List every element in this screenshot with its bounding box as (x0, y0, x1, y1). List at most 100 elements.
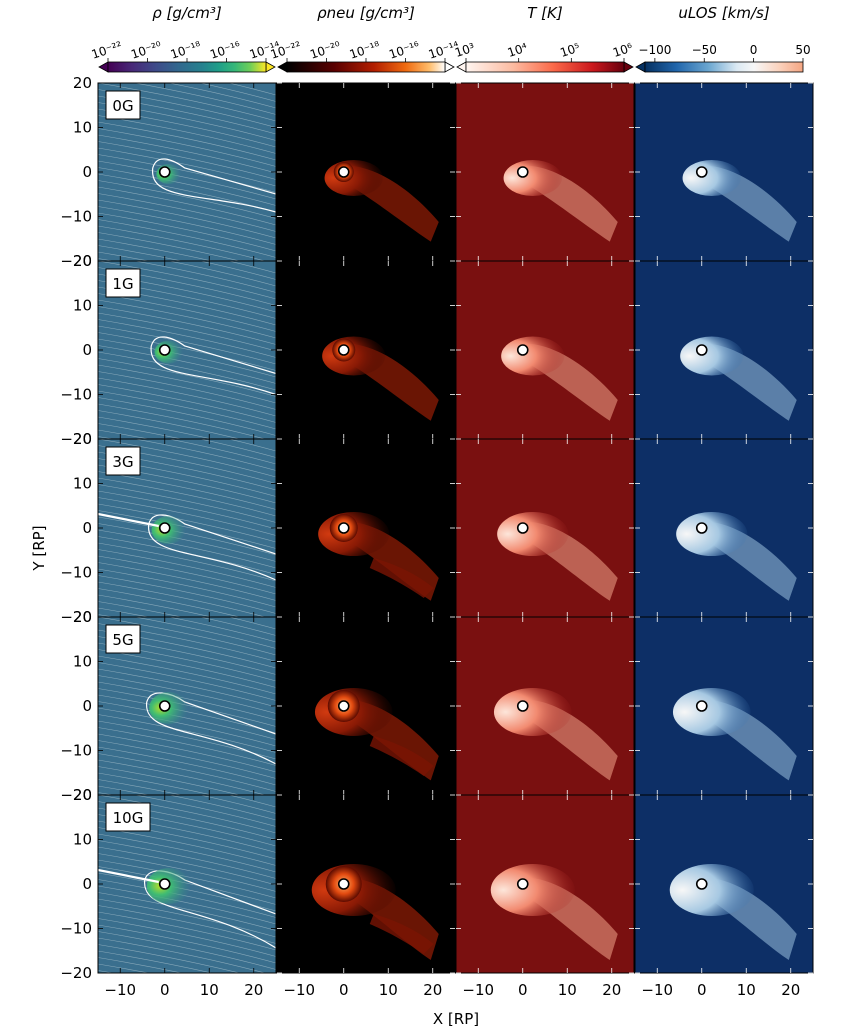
y-tick-label: 10 (73, 297, 92, 315)
planet-marker (158, 344, 171, 356)
x-tick-label: 0 (339, 981, 349, 999)
streamline (167, 617, 276, 643)
colorbar-tick-label: −100 (638, 43, 671, 57)
y-tick-label: 20 (73, 74, 92, 92)
streamline (98, 384, 276, 423)
colorbar-2: T [K] 10³ 10⁴ 10⁵ 10⁶ (453, 4, 635, 73)
streamline (98, 503, 276, 543)
planet-marker (516, 878, 529, 890)
y-tick-label: −20 (60, 964, 92, 982)
y-tick-label: 0 (82, 697, 92, 715)
x-tick-label: −10 (283, 981, 315, 999)
streamline (167, 261, 276, 287)
streamline (98, 601, 184, 617)
streamline (227, 261, 276, 274)
streamline (98, 766, 241, 795)
streamline (133, 439, 276, 471)
streamline (199, 439, 276, 458)
streamline (98, 937, 267, 973)
panel-1-3 (634, 260, 814, 440)
streamline (98, 607, 151, 617)
glow (497, 512, 569, 556)
colorbar-strip (465, 61, 625, 73)
streamline (98, 83, 276, 122)
y-tick-label: −10 (60, 386, 92, 404)
streamline (98, 128, 276, 167)
colorbar-tick-label: 10⁻²⁰ (308, 39, 342, 62)
streamline (98, 477, 276, 517)
streamline (98, 358, 276, 397)
streamline (98, 180, 276, 219)
secondary-tail (369, 558, 434, 598)
colorbar-extend-min (277, 61, 288, 73)
streamline (98, 668, 276, 708)
streamline (98, 516, 276, 556)
colorbar-extend-min (635, 61, 646, 73)
streamline (98, 147, 276, 187)
y-tick-label: −10 (60, 742, 92, 760)
streamline (98, 439, 276, 478)
y-tick-label: 20 (73, 786, 92, 804)
inflow-stream (98, 512, 159, 528)
streamline (98, 245, 184, 261)
colorbar-extend-max (265, 61, 276, 73)
colorbar-title: ρ [g/cm³] (152, 4, 222, 22)
colorbar-tick-label: 10⁻¹⁸ (348, 39, 382, 62)
planet-marker (695, 700, 708, 712)
planet-marker (516, 344, 529, 356)
streamline (98, 319, 276, 358)
panel-4-3 (634, 794, 814, 974)
streamline (98, 251, 151, 261)
x-tick-label: 20 (423, 981, 442, 999)
streamline (227, 83, 276, 96)
streamline (98, 588, 241, 617)
y-tick-label: 20 (73, 430, 92, 448)
x-tick-label: 0 (160, 981, 170, 999)
streamline (98, 345, 276, 384)
secondary-tail (369, 736, 434, 776)
glow (682, 160, 741, 196)
streamline (98, 885, 276, 925)
streamline (98, 154, 276, 193)
streamline (98, 225, 267, 261)
streamline (98, 714, 276, 753)
colorbar-tick-label: 10⁻²⁰ (129, 39, 163, 62)
y-tick-label: −20 (60, 252, 92, 270)
streamline (98, 134, 276, 174)
planet-marker (158, 878, 171, 890)
streamline (98, 727, 276, 766)
row-label-box (105, 624, 141, 654)
panel-4-0: 10G (97, 794, 277, 974)
streamline (98, 568, 276, 608)
planet-marker (337, 700, 350, 712)
y-tick-label: 10 (73, 653, 92, 671)
colorbar-tick-label: 10⁶ (611, 40, 635, 60)
streamline (98, 785, 151, 795)
streamline (98, 575, 276, 614)
streamline (98, 879, 276, 918)
panel-2-3 (634, 438, 814, 618)
streamline (98, 675, 276, 714)
y-tick-label: −10 (60, 920, 92, 938)
streamline (98, 772, 214, 795)
streamline (133, 617, 276, 649)
secondary-tail (369, 914, 434, 954)
streamline (98, 141, 276, 180)
streamline (98, 555, 276, 595)
streamline (98, 931, 276, 970)
planet-marker (158, 700, 171, 712)
row-label: 1G (112, 275, 133, 293)
y-tick-label: 0 (82, 341, 92, 359)
x-tick-label: 10 (737, 981, 756, 999)
panel-0-0: 0G (97, 82, 277, 262)
streamline (98, 542, 276, 582)
x-tick-label: 20 (781, 981, 800, 999)
planet-marker (516, 700, 529, 712)
planet-marker (516, 522, 529, 534)
streamline (98, 944, 241, 973)
streamline (98, 351, 276, 391)
streamline (167, 439, 276, 465)
panel-3-0: 5G (97, 616, 277, 796)
streamline (98, 562, 276, 601)
